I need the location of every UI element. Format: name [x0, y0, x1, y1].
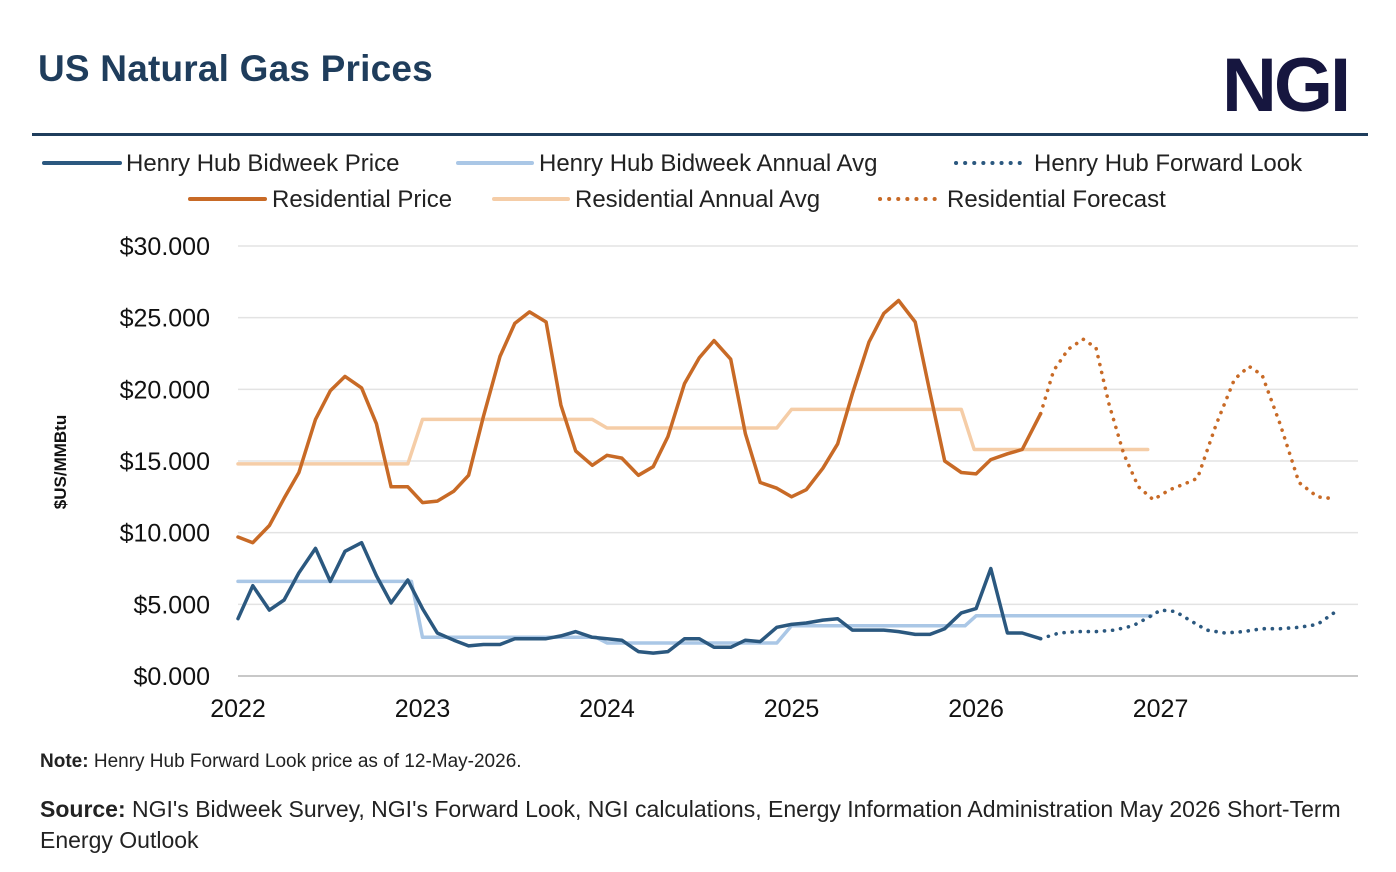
legend-label: Residential Price [272, 186, 452, 213]
y-tick-label: $20.000 [120, 376, 210, 404]
x-tick-label: 2023 [395, 695, 451, 723]
x-tick-label: 2022 [210, 695, 266, 723]
series-line-henry-hub-bidweek-price [236, 540, 1043, 655]
source-label: Source: [40, 796, 126, 822]
series-line-residential-price [236, 298, 1043, 545]
y-tick-label: $15.000 [120, 448, 210, 476]
series-line-residential-forecast [1038, 337, 1333, 502]
y-tick-label: $25.000 [120, 305, 210, 333]
x-axis-ticks: 2022 2023 2024 2025 2026 2027 [210, 695, 1188, 723]
x-tick-label: 2025 [764, 695, 820, 723]
source-text: NGI's Bidweek Survey, NGI's Forward Look… [40, 796, 1341, 853]
legend-label: Henry Hub Bidweek Price [126, 150, 399, 177]
chart-note: Note: Henry Hub Forward Look price as of… [40, 751, 522, 773]
chart-title: US Natural Gas Prices [38, 48, 433, 89]
legend-label: Residential Annual Avg [575, 186, 820, 213]
y-tick-label: $10.000 [120, 520, 210, 548]
legend-label: Residential Forecast [947, 186, 1166, 213]
chart-series [236, 298, 1338, 655]
ngi-logo: NGI [1222, 43, 1351, 128]
y-axis-ticks: $0.000 $5.000 $10.000 $15.000 $20.000 $25.000… [120, 233, 210, 691]
x-tick-label: 2027 [1133, 695, 1189, 723]
x-tick-label: 2024 [579, 695, 635, 723]
y-tick-label: $30.000 [120, 233, 210, 261]
note-label: Note: [40, 751, 89, 772]
chart-legend: Henry Hub Bidweek Price Henry Hub Bidweek… [42, 150, 1303, 213]
y-tick-label: $5.000 [134, 591, 210, 619]
series-line-henry-hub-bidweek-annual-avg [236, 579, 1154, 645]
chart-source: Source: NGI's Bidweek Survey, NGI's Forw… [40, 794, 1360, 856]
note-text: Henry Hub Forward Look price as of 12-Ma… [88, 751, 522, 772]
y-tick-label: $0.000 [134, 663, 210, 691]
chart-grid [238, 245, 1358, 677]
series-line-residential-annual-avg [236, 407, 1150, 466]
legend-label: Henry Hub Bidweek Annual Avg [539, 150, 877, 177]
x-tick-label: 2026 [948, 695, 1004, 723]
title-divider [32, 133, 1368, 136]
legend-label: Henry Hub Forward Look [1034, 150, 1303, 177]
y-axis-label: $US/MMBtu [51, 415, 70, 509]
